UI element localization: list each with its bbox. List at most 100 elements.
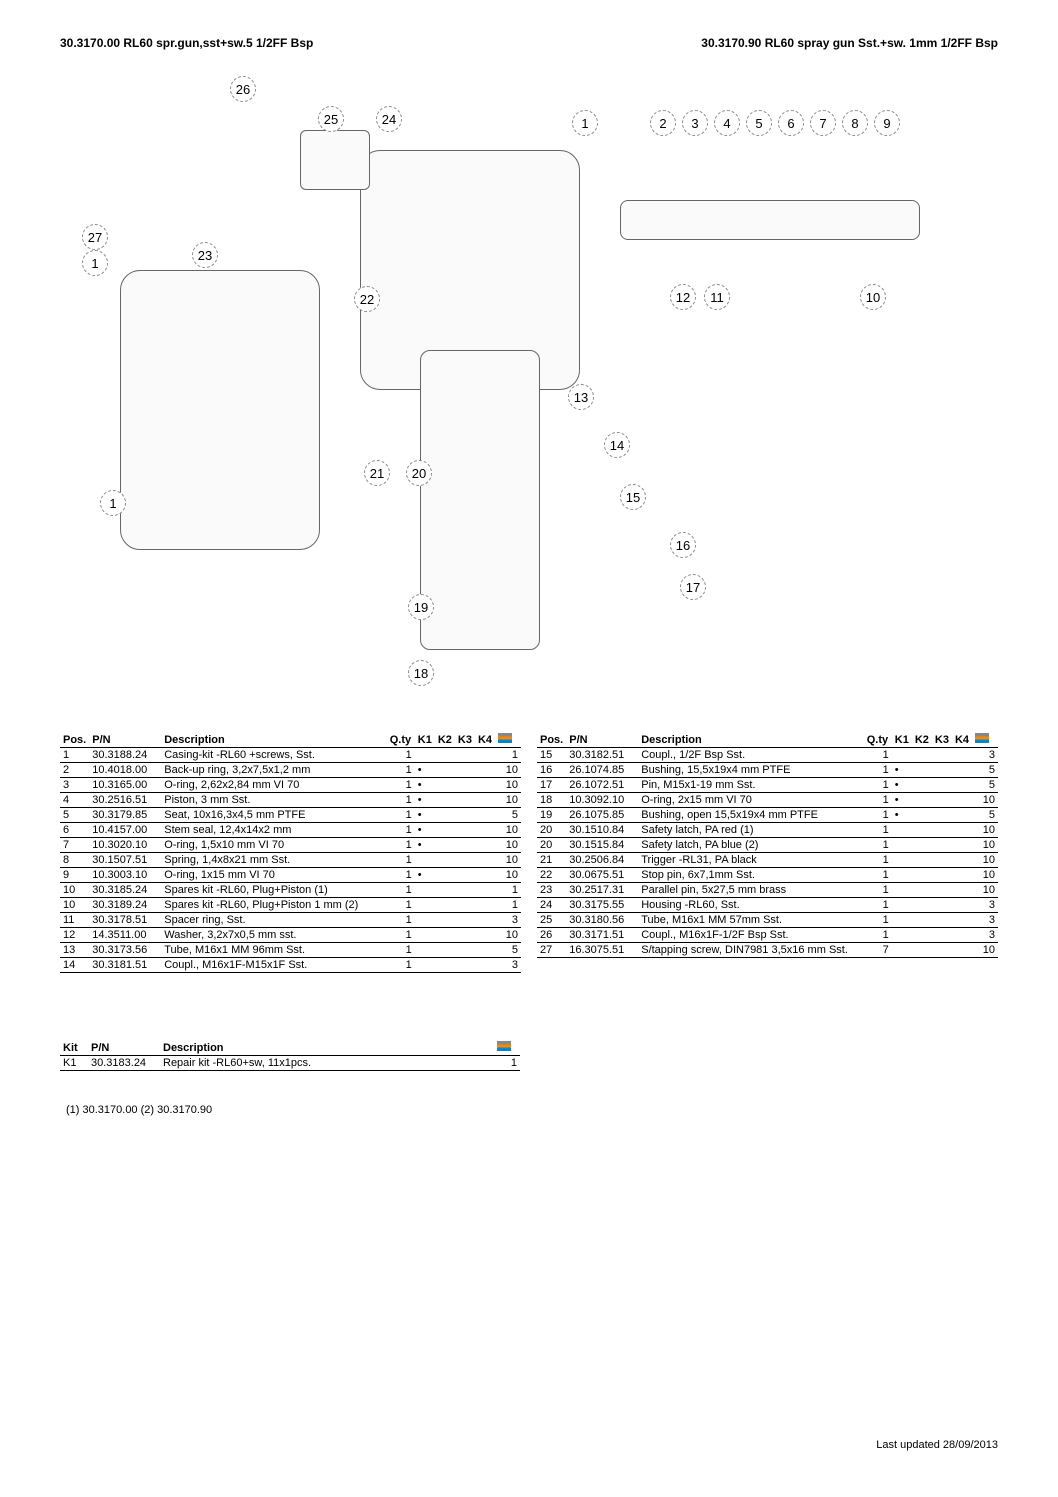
cell: 5 <box>60 808 89 823</box>
cell <box>415 883 435 898</box>
cell: 30.3182.51 <box>566 748 638 763</box>
cell: Tube, M16x1 MM 96mm Sst. <box>161 943 387 958</box>
cell: • <box>415 808 435 823</box>
cell: Bushing, open 15,5x19x4 mm PTFE <box>638 808 864 823</box>
cell: 30.2517.31 <box>566 883 638 898</box>
stock-cell: 3 <box>972 928 998 943</box>
cell: O-ring, 1,5x10 mm VI 70 <box>161 838 387 853</box>
stock-icon-header <box>495 732 521 748</box>
cell: 13 <box>60 943 89 958</box>
cell: Repair kit -RL60+sw, 11x1pcs. <box>160 1056 494 1071</box>
stock-cell: 5 <box>495 943 521 958</box>
col-header: K4 <box>475 732 495 748</box>
callout-25: 25 <box>318 106 344 132</box>
cell <box>932 763 952 778</box>
callout-8: 8 <box>842 110 868 136</box>
cell: 1 <box>864 763 892 778</box>
cell: 14.3511.00 <box>89 928 161 943</box>
cell: 18 <box>537 793 566 808</box>
col-header: P/N <box>88 1040 160 1056</box>
cell: 7 <box>60 838 89 853</box>
cell <box>435 748 455 763</box>
callout-20: 20 <box>406 460 432 486</box>
cell <box>892 898 912 913</box>
table-row: 2330.2517.31Parallel pin, 5x27,5 mm bras… <box>537 883 998 898</box>
col-header: K4 <box>952 732 972 748</box>
cell: 10.4018.00 <box>89 763 161 778</box>
cell <box>932 868 952 883</box>
table-row: 130.3188.24Casing-kit -RL60 +screws, Sst… <box>60 748 521 763</box>
table-row: 1030.3189.24Spares kit -RL60, Plug+Pisto… <box>60 898 521 913</box>
cell: Spacer ring, Sst. <box>161 913 387 928</box>
cell <box>952 778 972 793</box>
cell: 20 <box>537 823 566 838</box>
callout-1: 1 <box>572 110 598 136</box>
cell: 1 <box>864 913 892 928</box>
table-row: 710.3020.10O-ring, 1,5x10 mm VI 701•10 <box>60 838 521 853</box>
cell: Spares kit -RL60, Plug+Piston 1 mm (2) <box>161 898 387 913</box>
cell <box>435 883 455 898</box>
kit-table: KitP/NDescription K130.3183.24Repair kit… <box>60 1040 520 1071</box>
header-row: 30.3170.00 RL60 spr.gun,sst+sw.5 1/2FF B… <box>60 36 998 50</box>
cell: 1 <box>387 778 415 793</box>
cell: Safety latch, PA red (1) <box>638 823 864 838</box>
stock-cell: 10 <box>495 853 521 868</box>
cell: Stop pin, 6x7,1mm Sst. <box>638 868 864 883</box>
cell <box>912 808 932 823</box>
cell: 30.3189.24 <box>89 898 161 913</box>
col-header: K2 <box>912 732 932 748</box>
cell <box>455 943 475 958</box>
table-row: 2430.3175.55Housing -RL60, Sst.13 <box>537 898 998 913</box>
cell <box>475 793 495 808</box>
cell: • <box>415 868 435 883</box>
cell <box>475 883 495 898</box>
callout-12: 12 <box>670 284 696 310</box>
cell <box>455 853 475 868</box>
stock-icon-header <box>972 732 998 748</box>
col-header: K3 <box>455 732 475 748</box>
table-row: 2630.3171.51Coupl., M16x1F-1/2F Bsp Sst.… <box>537 928 998 943</box>
cell: Housing -RL60, Sst. <box>638 898 864 913</box>
cell <box>952 748 972 763</box>
table-row: 1726.1072.51Pin, M15x1-19 mm Sst.1•5 <box>537 778 998 793</box>
stock-cell: 1 <box>495 898 521 913</box>
col-header: P/N <box>89 732 161 748</box>
cell <box>952 943 972 958</box>
stock-cell: 10 <box>495 763 521 778</box>
cell: 27 <box>537 943 566 958</box>
cell: 9 <box>60 868 89 883</box>
cell: 3 <box>60 778 89 793</box>
stock-cell: 10 <box>495 868 521 883</box>
cell: 1 <box>387 793 415 808</box>
cell: • <box>892 808 912 823</box>
cell <box>952 793 972 808</box>
table-row: 2030.1515.84Safety latch, PA blue (2)110 <box>537 838 998 853</box>
cell <box>415 928 435 943</box>
callout-3: 3 <box>682 110 708 136</box>
cell: 15 <box>537 748 566 763</box>
last-updated: Last updated 28/09/2013 <box>876 1439 998 1451</box>
cell: 1 <box>387 943 415 958</box>
cell <box>952 868 972 883</box>
cell: 1 <box>864 823 892 838</box>
cell <box>455 898 475 913</box>
col-header: Pos. <box>537 732 566 748</box>
cell <box>435 928 455 943</box>
col-header: K3 <box>932 732 952 748</box>
cell <box>435 823 455 838</box>
cell: 26.1075.85 <box>566 808 638 823</box>
callout-22: 22 <box>354 286 380 312</box>
stock-cell: 10 <box>972 793 998 808</box>
callout-6: 6 <box>778 110 804 136</box>
stock-icon <box>497 1041 511 1051</box>
cell: 30.3171.51 <box>566 928 638 943</box>
cell <box>475 943 495 958</box>
cell: O-ring, 2x15 mm VI 70 <box>638 793 864 808</box>
cell <box>912 943 932 958</box>
cell: 1 <box>387 883 415 898</box>
cell: 26.1072.51 <box>566 778 638 793</box>
cell: 30.2506.84 <box>566 853 638 868</box>
callout-27: 27 <box>82 224 108 250</box>
cell <box>455 823 475 838</box>
cell: 1 <box>864 748 892 763</box>
